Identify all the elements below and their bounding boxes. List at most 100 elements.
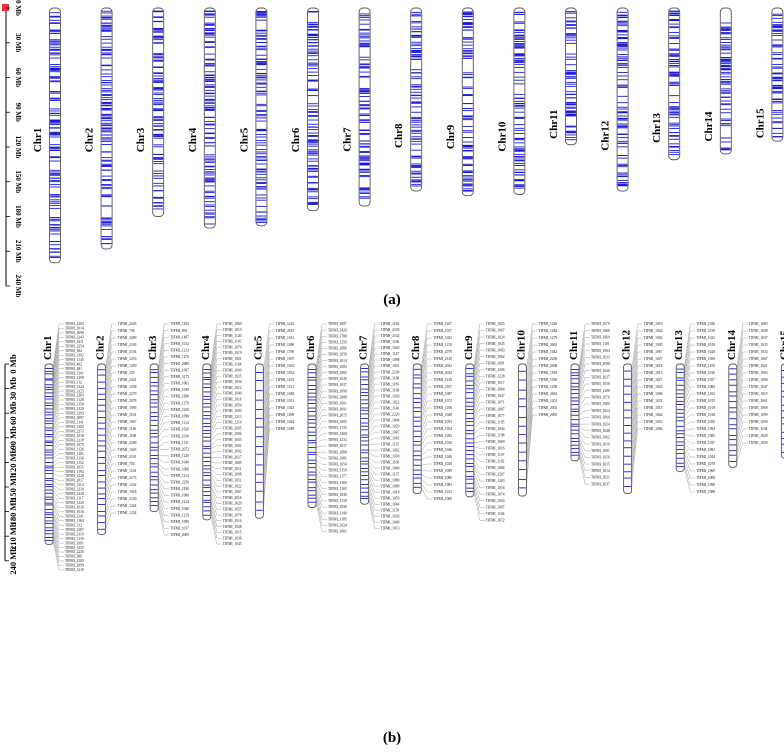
gene-label: TIFMI_1043	[644, 385, 663, 389]
gene-leader-line	[473, 488, 485, 514]
gene-leader-line	[684, 414, 696, 421]
gene-leader-line	[52, 350, 64, 388]
gene-label: TIFMI_1102	[486, 460, 505, 464]
gene-leader-line	[105, 421, 117, 452]
gene-leader-line	[158, 489, 170, 509]
gene-label: TIFMI_1030	[65, 506, 84, 510]
gene-label: TIFMI_2079	[433, 350, 452, 354]
gene-label: TIFMI_1011	[65, 340, 84, 344]
gene-leader-line	[158, 376, 170, 404]
chromosome-label: Chr5	[238, 127, 250, 152]
gene-leader-line	[210, 375, 222, 404]
gene-label: TIFMI_1015	[696, 399, 715, 403]
chromosome-body	[410, 7, 423, 192]
gene-leader-line	[52, 527, 64, 553]
gene-label: TIFMI_1270	[170, 355, 189, 359]
gene-leader-line	[105, 477, 117, 499]
gene-leader-line	[315, 427, 327, 436]
gene-leader-line	[526, 414, 538, 488]
axis-tick-label: 30 Mb	[14, 33, 22, 52]
gene-leader-line	[473, 323, 485, 369]
gene-leader-line	[684, 400, 696, 414]
gene-leader-line	[210, 515, 222, 545]
gene-label: TIFMI_1200	[538, 385, 557, 389]
chromosome-chr12: Chr12	[600, 7, 629, 192]
gene-label: TIFMI_1098	[170, 415, 189, 419]
gene-label: TIFMI_1108	[433, 406, 452, 410]
gene-leader-line	[210, 461, 222, 464]
gene-label: TIFMI_1064	[591, 349, 610, 353]
chromosome-chr7: Chr7	[342, 7, 371, 207]
gene-leader-line	[473, 336, 485, 377]
gene-leader-line	[421, 477, 433, 486]
gene-label: TIFMI_1213	[170, 349, 189, 353]
gene-leader-line	[368, 457, 380, 463]
gene-label: TIFMI_1015	[591, 462, 610, 466]
gene-leader-line	[473, 343, 485, 381]
gene-label: TIFMI_1087	[486, 505, 505, 509]
gene-label: TIFMI_2101	[118, 455, 137, 459]
gene-label: TIFMI_1061	[328, 530, 347, 534]
panel-a-scale-axis: 0 Mb 30 Mb 60 Mb 90 Mb 120 Mb 150 Mb 180 Mb 210…	[2, 0, 22, 297]
chromosome-label: Chr13	[673, 330, 685, 360]
gene-leader-line	[52, 540, 64, 571]
gene-label: TIFMI_1131	[170, 441, 189, 445]
gene-leader-line	[52, 408, 64, 429]
gene-leader-line	[158, 363, 170, 395]
gene-label: TIFMI_402	[65, 362, 82, 366]
gene-label: TIFMI_1020	[170, 428, 189, 432]
gene-leader-line	[52, 364, 64, 397]
gene-label: TIFMI_3125	[65, 389, 84, 393]
gene-label: TIFMI_1104	[749, 427, 768, 431]
gene-label: TIFMI_1069	[223, 322, 242, 326]
gene-label: TIFMI_1218	[65, 438, 84, 442]
gene-leader-line	[684, 344, 696, 381]
gene-leader-line	[52, 509, 64, 526]
gene-label: TIFMI_1016	[696, 371, 715, 375]
gene-leader-line	[684, 466, 696, 493]
gene-leader-line	[105, 505, 117, 523]
gene-label: TIFMI_1001	[328, 402, 347, 406]
gene-leader-line	[105, 372, 117, 412]
gene-label: TIFMI_1044	[381, 502, 400, 506]
gene-leader-line	[52, 457, 64, 463]
gene-label: TIFMI_1081	[328, 456, 347, 460]
gene-leader-line	[526, 407, 538, 480]
gene-leader-line	[158, 505, 170, 536]
gene-leader-line	[210, 445, 222, 449]
chromosome-label: Chr10	[515, 330, 527, 360]
gene-leader-line	[315, 439, 327, 443]
gene-label: TIFMI_3102	[65, 354, 84, 358]
gene-leader-line	[52, 449, 64, 456]
gene-label: TIFMI_2002	[538, 343, 557, 347]
gene-label: TIFMI_1279	[538, 336, 557, 340]
gene-leader-line	[526, 379, 538, 443]
gene-label: TIFMI_1082	[696, 385, 715, 389]
gene-label: TIFMI_1083	[433, 483, 452, 487]
gene-label: TIFMI_1069	[591, 336, 610, 340]
gene-label: TIFMI_1085	[328, 365, 347, 369]
gene-leader-line	[315, 479, 327, 495]
gene-leader-line	[52, 426, 64, 442]
gene-leader-line	[315, 397, 327, 417]
gene-label: TIFMI_1047	[381, 430, 400, 434]
gene-label: TIFMI_1095	[328, 420, 347, 424]
gene-leader-line	[52, 323, 64, 369]
gene-leader-line	[578, 357, 590, 387]
gene-label: TIFMI_1103	[118, 413, 137, 417]
gene-leader-line	[210, 487, 222, 504]
gene-leader-line	[631, 428, 643, 487]
gene-label: TIFMI_1060	[433, 497, 452, 501]
gene-leader-line	[631, 344, 643, 395]
gene-label: TIFMI_1028	[223, 525, 242, 529]
gene-label: TIFMI_2188	[170, 395, 189, 399]
gene-leader-line	[526, 400, 538, 470]
gene-leader-line	[368, 383, 380, 408]
chromosome-chr6: Chr6 TIFMI_1097 TIFMI_1429 TIFMI_1780 TIFMI_…	[305, 322, 347, 533]
gene-label: TIFMI_1029	[749, 434, 768, 438]
chromosome-label: Chr15	[754, 108, 766, 138]
gene-leader-line	[210, 323, 222, 370]
gene-leader-line	[736, 379, 748, 413]
gene-label: TIFMI_1206	[486, 368, 505, 372]
gene-label: TIFMI_1016	[591, 442, 610, 446]
